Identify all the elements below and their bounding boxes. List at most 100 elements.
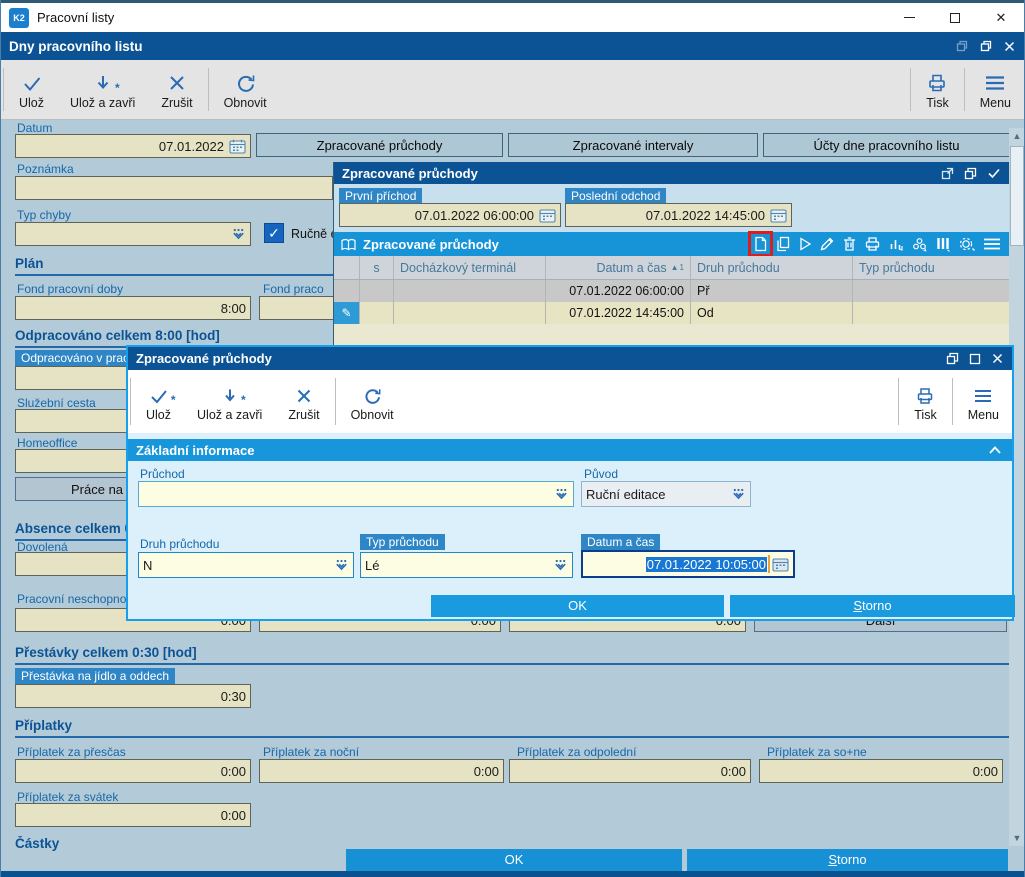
prescas-field[interactable]: 0:00 bbox=[15, 759, 251, 783]
confirm-icon[interactable] bbox=[987, 167, 1001, 179]
odpoledni-field[interactable]: 0:00 bbox=[509, 759, 751, 783]
os-titlebar: K2 Pracovní listy ✕ bbox=[1, 0, 1024, 32]
close-button[interactable]: ✕ bbox=[978, 3, 1024, 32]
dialog-menu-button[interactable]: Menu bbox=[955, 370, 1012, 433]
druh-field[interactable]: N bbox=[138, 552, 354, 578]
maximize-button[interactable] bbox=[932, 3, 978, 32]
tab-ucty-dne[interactable]: Účty dne pracovního listu bbox=[763, 133, 1010, 157]
dialog-storno-button[interactable]: Storno bbox=[730, 595, 1015, 617]
calendar-icon[interactable] bbox=[229, 139, 246, 154]
columns-button[interactable] bbox=[935, 236, 951, 252]
dropdown-icon[interactable] bbox=[554, 488, 569, 501]
tab-zpracovane-pruchody[interactable]: Zpracované průchody bbox=[256, 133, 503, 157]
calendar-icon[interactable] bbox=[539, 208, 556, 223]
k2-app-icon: K2 bbox=[9, 7, 29, 28]
dialog-body: Průchod Původ Ruční editace Druh průchod… bbox=[128, 461, 1012, 591]
dialog-dock-icon[interactable] bbox=[946, 352, 959, 365]
dialog-print-button[interactable]: Tisk bbox=[901, 370, 949, 433]
prestavka-field[interactable]: 0:30 bbox=[15, 684, 251, 708]
close-panel-icon[interactable] bbox=[1003, 40, 1016, 53]
tab-zpracovane-intervaly[interactable]: Zpracované intervaly bbox=[508, 133, 758, 157]
typ-field[interactable]: Lé bbox=[360, 552, 573, 578]
dialog-maximize-icon[interactable] bbox=[969, 353, 981, 365]
col-datetime[interactable]: Datum a čas ▲ 1 bbox=[546, 256, 691, 279]
hamburger-icon bbox=[984, 69, 1006, 93]
table-menu-button[interactable] bbox=[983, 237, 1001, 251]
refresh-button[interactable]: Obnovit bbox=[211, 60, 280, 119]
ok-button[interactable]: OK bbox=[346, 849, 682, 871]
calendar-icon[interactable] bbox=[772, 557, 789, 572]
table-row[interactable]: ✎ 07.01.2022 14:45:00 Od bbox=[334, 302, 1009, 324]
odpracovano-v-tag: Odpracováno v prac bbox=[15, 350, 136, 366]
dropdown-icon[interactable] bbox=[731, 488, 746, 501]
datum-cas-field[interactable]: 07.01.2022 10:05:00 bbox=[581, 550, 795, 578]
settings-gear-button[interactable] bbox=[958, 236, 976, 252]
chart-button[interactable] bbox=[888, 236, 904, 252]
dialog-cancel-button[interactable]: Zrušit bbox=[275, 370, 332, 433]
dropdown-icon[interactable] bbox=[334, 559, 349, 572]
scrollbar-thumb[interactable] bbox=[1010, 146, 1024, 246]
dialog-close-icon[interactable] bbox=[991, 352, 1004, 365]
save-close-button[interactable]: * Ulož a zavři bbox=[57, 60, 148, 119]
scroll-up-icon[interactable]: ▲ bbox=[1012, 131, 1022, 141]
popout-icon[interactable] bbox=[941, 167, 954, 180]
col-indicator[interactable] bbox=[334, 256, 360, 279]
fond-label: Fond pracovní doby bbox=[17, 282, 124, 296]
rucne-checkbox[interactable]: ✓ bbox=[264, 223, 284, 243]
save-check-star-icon: * bbox=[149, 381, 176, 407]
dialog-refresh-button[interactable]: Obnovit bbox=[338, 370, 407, 433]
col-typ[interactable]: Typ průchodu bbox=[859, 260, 935, 275]
homeoffice-label: Homeoffice bbox=[17, 436, 78, 450]
dialog-ok-button[interactable]: OK bbox=[431, 595, 724, 617]
edit-pencil-button[interactable] bbox=[819, 236, 835, 252]
storno-button[interactable]: Storno bbox=[687, 849, 1008, 871]
puvod-field[interactable]: Ruční editace bbox=[581, 481, 751, 507]
minimize-button[interactable] bbox=[886, 3, 932, 32]
druh-label: Druh průchodu bbox=[140, 537, 220, 551]
prvni-prichod-field[interactable]: 07.01.2022 06:00:00 bbox=[339, 203, 561, 227]
dock-panel-icon[interactable] bbox=[964, 167, 977, 180]
dock-icon[interactable] bbox=[955, 39, 969, 53]
rucne-label: Ručně e bbox=[291, 227, 338, 241]
cancel-button[interactable]: Zrušit bbox=[148, 60, 205, 119]
dialog-save-button[interactable]: * Ulož bbox=[133, 370, 184, 433]
col-terminal[interactable]: Docházkový terminál bbox=[394, 256, 546, 279]
editing-pencil-icon: ✎ bbox=[334, 302, 360, 324]
poznamka-field[interactable] bbox=[15, 176, 333, 200]
nocni-field[interactable]: 0:00 bbox=[259, 759, 504, 783]
copy-record-button[interactable] bbox=[775, 236, 791, 252]
posledni-odchod-field[interactable]: 07.01.2022 14:45:00 bbox=[565, 203, 792, 227]
fond-field[interactable]: 8:00 bbox=[15, 296, 251, 320]
run-button[interactable] bbox=[798, 236, 812, 252]
dropdown-icon[interactable] bbox=[553, 559, 568, 572]
hamburger-icon bbox=[973, 381, 993, 405]
svatek-field[interactable]: 0:00 bbox=[15, 803, 251, 827]
new-record-button[interactable] bbox=[748, 231, 773, 257]
parameters-wheel-button[interactable] bbox=[911, 236, 928, 252]
table-row[interactable]: 07.01.2022 06:00:00 Př bbox=[334, 280, 1009, 302]
sone-field[interactable]: 0:00 bbox=[759, 759, 1003, 783]
delete-trash-button[interactable] bbox=[842, 236, 857, 252]
vertical-scrollbar[interactable]: ▲ ▼ bbox=[1009, 128, 1024, 846]
dialog-save-close-button[interactable]: * Ulož a zavři bbox=[184, 370, 275, 433]
minimize-icon bbox=[903, 17, 915, 18]
restore-icon[interactable] bbox=[979, 39, 993, 53]
dropdown-icon[interactable] bbox=[231, 228, 246, 241]
datum-field[interactable]: 07.01.2022 bbox=[15, 134, 251, 158]
print-button[interactable]: Tisk bbox=[913, 60, 961, 119]
col-druh[interactable]: Druh průchodu bbox=[691, 256, 853, 279]
scroll-down-icon[interactable]: ▼ bbox=[1012, 833, 1022, 843]
typ-chyby-field[interactable] bbox=[15, 222, 251, 246]
passages-panel: Zpracované průchody První příchod 07 bbox=[333, 162, 1009, 345]
pruchod-field[interactable] bbox=[138, 481, 574, 507]
col-s[interactable]: s bbox=[360, 256, 394, 279]
odpoledni-label: Příplatek za odpolední bbox=[517, 745, 637, 759]
calendar-icon[interactable] bbox=[770, 208, 787, 223]
collapse-chevron-icon[interactable] bbox=[988, 445, 1002, 455]
save-button[interactable]: Ulož bbox=[6, 60, 57, 119]
section-prestavky: Přestávky celkem 0:30 [hod] bbox=[15, 645, 1009, 665]
print-table-button[interactable] bbox=[864, 236, 881, 252]
menu-button[interactable]: Menu bbox=[967, 60, 1024, 119]
main-panel-titlebar: Dny pracovního listu bbox=[1, 32, 1024, 60]
